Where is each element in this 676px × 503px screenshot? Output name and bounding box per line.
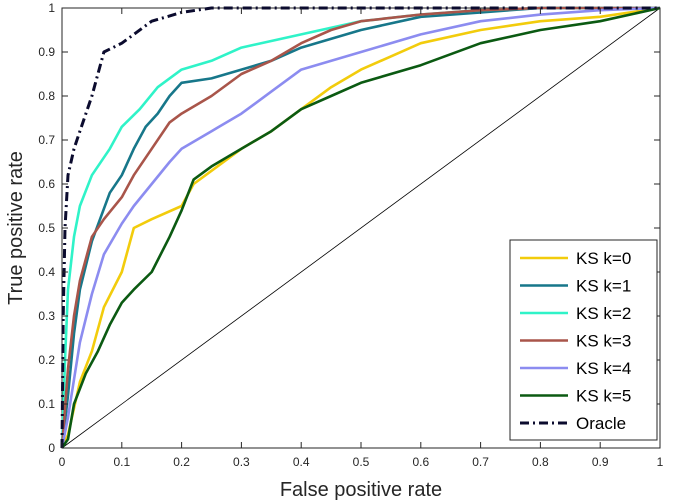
y-tick-label: 0.8 (38, 89, 55, 103)
x-tick-label: 0.8 (532, 455, 549, 469)
x-tick-label: 1 (657, 455, 664, 469)
x-axis-label: False positive rate (280, 479, 442, 501)
y-tick-label: 0.2 (38, 353, 55, 367)
diagonal-reference-layer (61, 7, 661, 449)
x-tick-label: 0.2 (173, 455, 190, 469)
series-line-2 (60, 6, 660, 449)
series-line-1 (60, 6, 661, 449)
legend: KS k=0 KS k=1 KS k=2 KS k=3 KS k=4 KS k=5 Orac… (509, 239, 658, 441)
series-line-6 (60, 6, 661, 449)
y-tick-label: 0.7 (38, 133, 55, 147)
legend-label-3: KS k=2 (576, 304, 631, 323)
x-tick-label: 0 (59, 455, 66, 469)
diagonal-reference-line (61, 7, 661, 449)
y-tick-label: 0 (48, 441, 55, 455)
y-ticks: 0 0.1 0.2 0.3 0.4 0.5 0.6 0.7 0.8 0.9 1 (38, 1, 660, 455)
series-line-5 (60, 6, 661, 449)
x-tick-label: 0.7 (472, 455, 489, 469)
x-ticks: 0 0.1 0.2 0.3 0.4 0.5 0.6 0.7 0.8 0.9 1 (59, 8, 664, 469)
x-tick-label: 0.1 (113, 455, 130, 469)
x-tick-label: 0.5 (353, 455, 370, 469)
legend-label-4: KS k=3 (576, 332, 631, 351)
series-layer (60, 6, 661, 449)
series-line-4 (60, 6, 660, 449)
x-tick-label: 0.3 (233, 455, 250, 469)
series-line-7 (60, 6, 660, 449)
x-tick-label: 0.6 (412, 455, 429, 469)
legend-label-2: KS k=1 (576, 277, 631, 296)
y-tick-label: 0.1 (38, 397, 55, 411)
y-tick-label: 0.5 (38, 221, 55, 235)
y-tick-label: 0.9 (38, 45, 55, 59)
legend-label-6: KS k=5 (576, 387, 631, 406)
x-tick-label: 0.4 (293, 455, 310, 469)
legend-label-7: Oracle (576, 414, 626, 433)
y-axis-label: True positive rate (5, 151, 27, 305)
y-tick-label: 0.4 (38, 265, 55, 279)
y-tick-label: 1 (48, 1, 55, 15)
y-tick-label: 0.6 (38, 177, 55, 191)
legend-label-5: KS k=4 (576, 359, 631, 378)
legend-label-1: KS k=0 (576, 249, 631, 268)
y-tick-label: 0.3 (38, 309, 55, 323)
x-tick-label: 0.9 (592, 455, 609, 469)
